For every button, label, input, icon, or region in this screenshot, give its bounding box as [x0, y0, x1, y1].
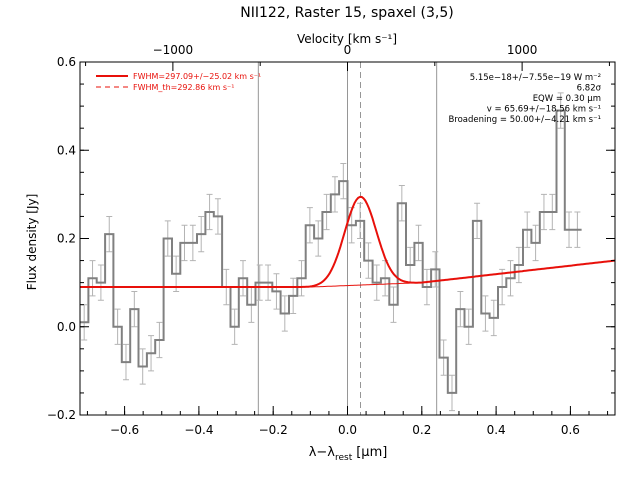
y-tick-label-3: 0.4: [57, 143, 76, 157]
y-tick-label-4: 0.6: [57, 55, 76, 69]
spectrum-line: [80, 109, 582, 394]
top-tick-label-2: 1000: [507, 43, 538, 57]
fit-series: [80, 195, 616, 288]
top-axis-label: Velocity [km s⁻¹]: [297, 32, 397, 46]
x-tick-label-0: −0.6: [110, 423, 139, 437]
error-bars: [81, 92, 581, 412]
reference-lines: [257, 62, 438, 415]
x-tick-label-1: −0.4: [184, 423, 213, 437]
x-tick-label-4: 0.2: [412, 423, 431, 437]
chart-title: NII122, Raster 15, spaxel (3,5): [240, 5, 453, 21]
top-tick-label-0: −1000: [153, 43, 194, 57]
x-axis-label-sub: rest: [335, 453, 353, 463]
legend-label-0: FWHM=297.09+/−25.02 km s⁻¹: [133, 72, 261, 81]
y-tick-label-1: 0.0: [57, 320, 76, 334]
x-axis-label: λ−λrest [μm]: [309, 445, 388, 463]
annotation-0: 5.15e−18+/−7.55e−19 W m⁻²: [470, 73, 601, 83]
x-tick-label-2: −0.2: [259, 423, 288, 437]
annotation-3: v = 65.69+/−18.56 km s⁻¹: [487, 105, 601, 115]
y-tick-label-2: 0.2: [57, 232, 76, 246]
legend: FWHM=297.09+/−25.02 km s⁻¹ FWHM_th=292.86…: [96, 72, 261, 92]
x-axis-label-main: λ−λ: [309, 445, 336, 460]
plot-axes: −0.6 −0.4 −0.2 0.0 0.2 0.4 0.6 −0.2 0.0 0.2 0.4 0.6…: [47, 43, 616, 437]
x-tick-label-5: 0.4: [487, 423, 506, 437]
y-axis-label: Flux density [Jy]: [25, 194, 39, 291]
spectrum-series: [80, 109, 582, 394]
annotation-1: 6.82σ: [577, 84, 602, 94]
y-tick-label-0: −0.2: [47, 408, 76, 422]
x-tick-label-6: 0.6: [561, 423, 580, 437]
fit-line: [80, 195, 616, 288]
annotation-2: EQW = 0.30 μm: [533, 94, 601, 104]
x-tick-label-3: 0.0: [338, 423, 357, 437]
legend-label-1: FWHM_th=292.86 km s⁻¹: [133, 83, 234, 92]
x-axis-label-unit: [μm]: [356, 445, 387, 460]
annotation-4: Broadening = 50.00+/−4.21 km s⁻¹: [448, 115, 601, 125]
top-tick-label-1: 0: [344, 43, 352, 57]
